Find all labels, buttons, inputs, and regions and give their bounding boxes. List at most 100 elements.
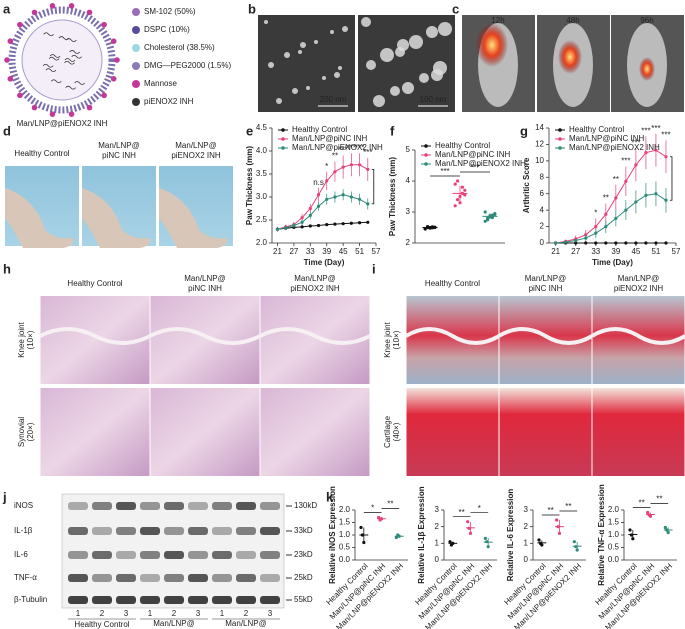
sem-image [258,15,355,112]
particle [395,47,405,57]
mannose [101,21,107,28]
band [164,551,184,559]
significance: ** [565,502,571,511]
particle [361,17,371,27]
point [624,179,628,183]
point [316,223,321,228]
x-tick-label: 27 [289,247,298,256]
significance: *** [641,126,650,135]
size-label: 55kD [294,595,313,604]
point [555,518,559,522]
significance: *** [651,124,660,133]
point [357,163,362,167]
point [664,198,668,202]
protein-label: iNOS [14,501,33,510]
legend-dot [424,162,428,166]
point [644,193,648,197]
panel-label: k [326,489,334,504]
lnp-shell [8,6,116,114]
point [448,540,452,544]
scale-label: 100 nm [420,95,447,104]
particle [380,48,394,62]
particle [390,86,400,96]
particle [264,20,268,24]
joint-gap [590,327,685,345]
y-tick-label: 2.0 [608,505,620,514]
joint-gap [259,327,371,345]
band [140,527,160,535]
group-label: Healthy Control [425,279,480,288]
y-tick-label: 2 [435,522,440,531]
band [116,527,136,535]
mannose [7,38,14,44]
significance: ** [639,499,645,508]
legend-dot [424,144,428,148]
y-tick-label: 0 [435,555,440,564]
legend-icon [132,80,140,88]
point [333,195,337,199]
lane-label: 1 [220,609,225,618]
particle [409,35,423,49]
significance: *** [338,146,347,155]
size-label: 130kD [294,501,317,510]
x-tick-label: 21 [551,247,560,256]
point [664,241,668,245]
band [260,596,280,604]
band [68,574,88,582]
micrograph [406,388,499,476]
group-label: Man/LNP@ [98,141,139,150]
point [453,204,457,208]
micrograph [150,296,260,384]
time-label: 12h [491,16,504,25]
significance: * [371,504,374,513]
point [574,238,578,243]
y-tick-label: 2.5 [256,215,268,224]
y-tick-label: 5 [406,145,411,154]
series-line [555,193,667,244]
particle [431,69,443,81]
panel-label: i [372,261,376,276]
band [92,551,112,559]
legend-dot [281,137,285,141]
band [140,574,160,582]
significance: ** [387,500,393,509]
point [614,196,618,200]
significance: * [594,208,597,217]
band [92,574,112,582]
legend-dot [281,146,285,150]
group-label: piNC INH [529,284,563,293]
component-label: DMG—PEG2000 (1.5%) [144,61,231,70]
joint-gap [39,327,151,345]
legend-icon [132,26,140,34]
legend-icon [132,44,140,52]
panel-label: d [3,123,11,138]
point [300,225,304,229]
y-tick-label: 2.0 [256,238,268,247]
y-tick-label: 1 [435,538,440,547]
point [460,185,464,189]
micrograph [406,296,499,384]
band [212,574,232,582]
paw [82,188,151,248]
point [325,223,329,227]
particle [284,52,290,58]
point [604,224,608,229]
point [292,223,296,228]
particle [298,50,302,54]
signal [639,57,655,81]
mannose [4,57,10,63]
panel-label: e [246,123,253,138]
point [463,193,467,197]
paw [5,188,74,248]
mannose [101,92,107,99]
micrograph [260,296,370,384]
particle [419,73,429,83]
point [554,241,558,245]
point [654,192,658,196]
y-tick-label: 1.0 [339,530,351,539]
group-label: Healthy Control [67,279,122,288]
band [116,574,136,582]
band [92,596,112,604]
panel-label: a [3,1,11,16]
rna [49,54,61,58]
